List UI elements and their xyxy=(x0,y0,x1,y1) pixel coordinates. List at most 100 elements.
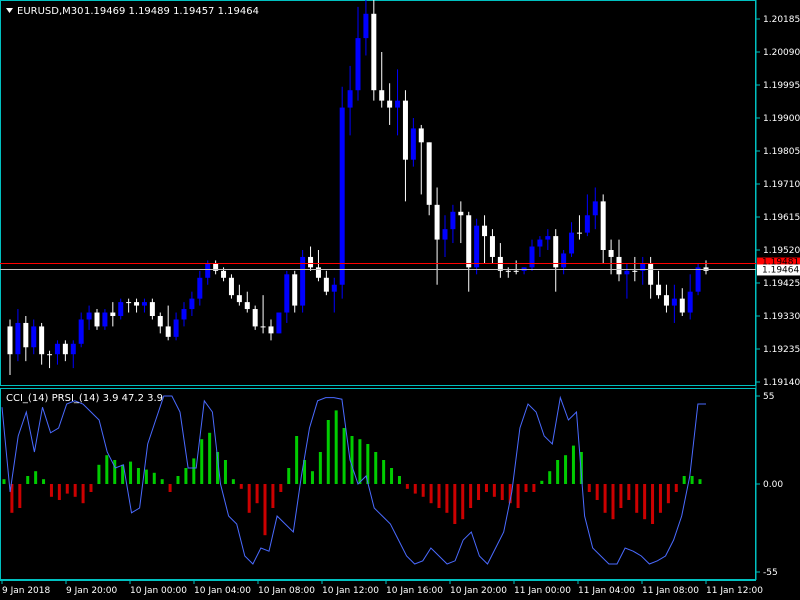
cci-bar xyxy=(303,460,307,484)
cci-bar xyxy=(97,464,101,484)
candle-body xyxy=(395,100,401,108)
candle-body xyxy=(78,319,84,344)
cci-bar xyxy=(168,484,172,492)
candle-body xyxy=(300,256,306,306)
price-tick-label: 1.20185 xyxy=(763,15,800,25)
candle-body xyxy=(244,302,250,310)
candle-body xyxy=(576,232,582,234)
cci-histogram xyxy=(2,410,702,536)
candle-body xyxy=(640,263,646,271)
cci-bar xyxy=(524,484,528,492)
price-tick-label: 1.20090 xyxy=(763,48,800,58)
candle-body xyxy=(363,13,369,39)
cci-bar xyxy=(231,479,235,484)
collapse-arrow-icon[interactable] xyxy=(6,8,13,13)
price-tick-label: 1.19710 xyxy=(763,180,800,190)
cci-bar xyxy=(469,484,473,508)
time-tick-label: 10 Jan 08:00 xyxy=(258,586,315,596)
cci-bar xyxy=(627,484,631,500)
candle-body xyxy=(157,316,163,327)
cci-bar xyxy=(113,460,117,484)
time-tick-label: 10 Jan 16:00 xyxy=(386,586,443,596)
cci-bar xyxy=(540,480,544,484)
cci-bar xyxy=(42,479,46,484)
cci-bar xyxy=(129,461,133,484)
candle-body xyxy=(39,326,45,355)
candle-body xyxy=(221,270,227,278)
candle-body xyxy=(402,100,408,160)
candle-body xyxy=(292,274,298,306)
cci-bar xyxy=(390,468,394,484)
cci-bar xyxy=(587,484,591,492)
candle-body xyxy=(482,225,488,237)
candle-body xyxy=(584,215,590,233)
symbol-label: EURUSD,M30 xyxy=(17,6,83,17)
cci-bar xyxy=(73,484,77,497)
cci-bar xyxy=(152,472,156,484)
candle-body xyxy=(608,250,614,257)
candle-body xyxy=(592,201,598,216)
cci-bar xyxy=(453,484,457,524)
candle-body xyxy=(679,298,685,313)
ask-price-tag xyxy=(757,257,800,266)
cci-bar xyxy=(57,484,61,500)
cci-bar xyxy=(34,471,38,484)
candle-body xyxy=(553,236,559,268)
candle-body xyxy=(663,295,669,306)
cci-bar xyxy=(105,455,109,484)
candle-body xyxy=(379,90,385,101)
candle-body xyxy=(331,284,337,292)
candle-body xyxy=(513,270,519,272)
indicator-tick-label: 0.00 xyxy=(763,480,783,490)
cci-bar xyxy=(200,439,204,484)
cci-bar xyxy=(49,484,53,497)
cci-bar xyxy=(682,476,686,484)
candle-body xyxy=(110,312,116,316)
candle-body xyxy=(505,270,511,272)
candle-body xyxy=(418,128,424,143)
cci-bar xyxy=(651,484,655,524)
cci-bar xyxy=(350,436,354,484)
bid-price-label: 1.19464 xyxy=(762,265,799,275)
candle-body xyxy=(181,309,187,320)
time-tick-label: 11 Jan 12:00 xyxy=(706,586,763,596)
candle-body xyxy=(31,326,37,348)
candle-body xyxy=(434,204,440,240)
cci-bar xyxy=(658,484,662,513)
cci-bar xyxy=(279,484,283,492)
candle-body xyxy=(236,295,242,303)
candle-body xyxy=(54,343,60,355)
cci-bar xyxy=(374,452,378,484)
candle-body xyxy=(371,13,377,91)
bid-price-tag xyxy=(757,264,800,276)
candle-body xyxy=(94,312,100,327)
cci-bar xyxy=(643,484,647,520)
candle-body xyxy=(656,284,662,296)
candle-body xyxy=(687,291,693,313)
time-tick-label: 11 Jan 00:00 xyxy=(514,586,571,596)
cci-bar xyxy=(176,476,180,484)
candle-body xyxy=(173,319,179,337)
cci-bar xyxy=(556,460,560,484)
candle-body xyxy=(339,107,345,285)
ask-price-label: 1.19481 xyxy=(762,258,799,268)
candle-body xyxy=(671,298,677,306)
cci-bar xyxy=(65,484,69,494)
candle-body xyxy=(86,312,92,320)
price-axis: 1.20185 1.20090 1.19995 1.19900 1.19805 1.197… xyxy=(756,15,800,388)
cci-bar xyxy=(287,468,291,484)
cci-bar xyxy=(548,471,552,484)
time-tick-label: 9 Jan 2018 xyxy=(2,586,50,596)
cci-bar xyxy=(437,484,441,508)
candle-body xyxy=(189,298,195,310)
candle-body xyxy=(545,236,551,240)
time-tick-label: 9 Jan 20:00 xyxy=(66,586,118,596)
cci-bar xyxy=(216,452,220,484)
rsi-line-series xyxy=(1,395,706,565)
cci-bar xyxy=(342,428,346,484)
price-tick-label: 1.19140 xyxy=(763,378,800,388)
cci-bar xyxy=(310,471,314,484)
candle-body xyxy=(308,256,314,268)
candle-body xyxy=(347,90,353,108)
